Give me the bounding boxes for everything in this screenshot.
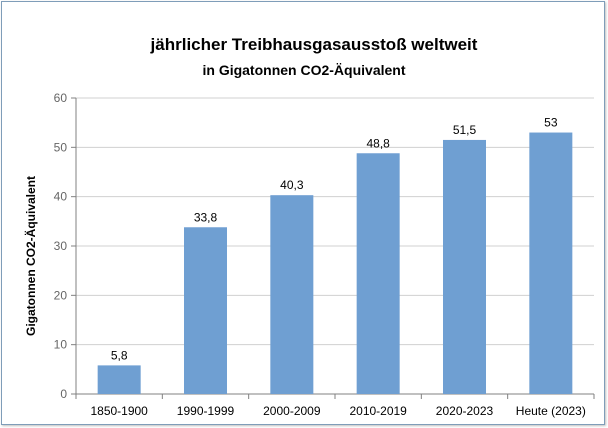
data-label: 40,3 — [280, 178, 304, 192]
data-label: 51,5 — [453, 123, 477, 137]
y-tick-label: 30 — [54, 239, 68, 253]
chart-title: jährlicher Treibhausgasausstoß weltweit — [150, 35, 478, 54]
grid-lines — [76, 97, 594, 346]
labels: 0 10 20 30 40 50 60 1850-1900 5,8 1990-1999 33,8 20… — [54, 91, 586, 418]
x-tick-label: 2000-2009 — [263, 404, 321, 418]
y-tick-label: 10 — [54, 338, 68, 352]
y-tick-label: 0 — [60, 387, 67, 401]
axes — [71, 97, 595, 399]
bar — [443, 139, 486, 394]
data-label: 48,8 — [366, 136, 390, 150]
bar — [97, 365, 141, 394]
data-label: 53 — [544, 116, 558, 130]
y-tick-label: 50 — [54, 140, 68, 154]
bars — [97, 132, 573, 395]
y-axis-label: Gigatonnen CO2-Äquivalent — [23, 176, 38, 336]
data-label: 5,8 — [111, 348, 128, 362]
x-tick-label: 1990-1999 — [177, 404, 235, 418]
chart-subtitle: in Gigatonnen CO2-Äquivalent — [202, 62, 405, 78]
x-tick-label: 2010-2019 — [349, 404, 407, 418]
bar — [356, 153, 400, 394]
y-tick-label: 20 — [54, 288, 68, 302]
x-tick-label: 1850-1900 — [90, 404, 148, 418]
y-tick-label: 40 — [54, 190, 68, 204]
x-tick-label: Heute (2023) — [516, 404, 586, 418]
x-tick-label: 2020-2023 — [436, 404, 494, 418]
data-label: 33,8 — [194, 210, 218, 224]
bar — [184, 227, 227, 394]
bar — [529, 132, 573, 395]
y-tick-label: 60 — [54, 91, 68, 105]
bar — [270, 195, 314, 394]
